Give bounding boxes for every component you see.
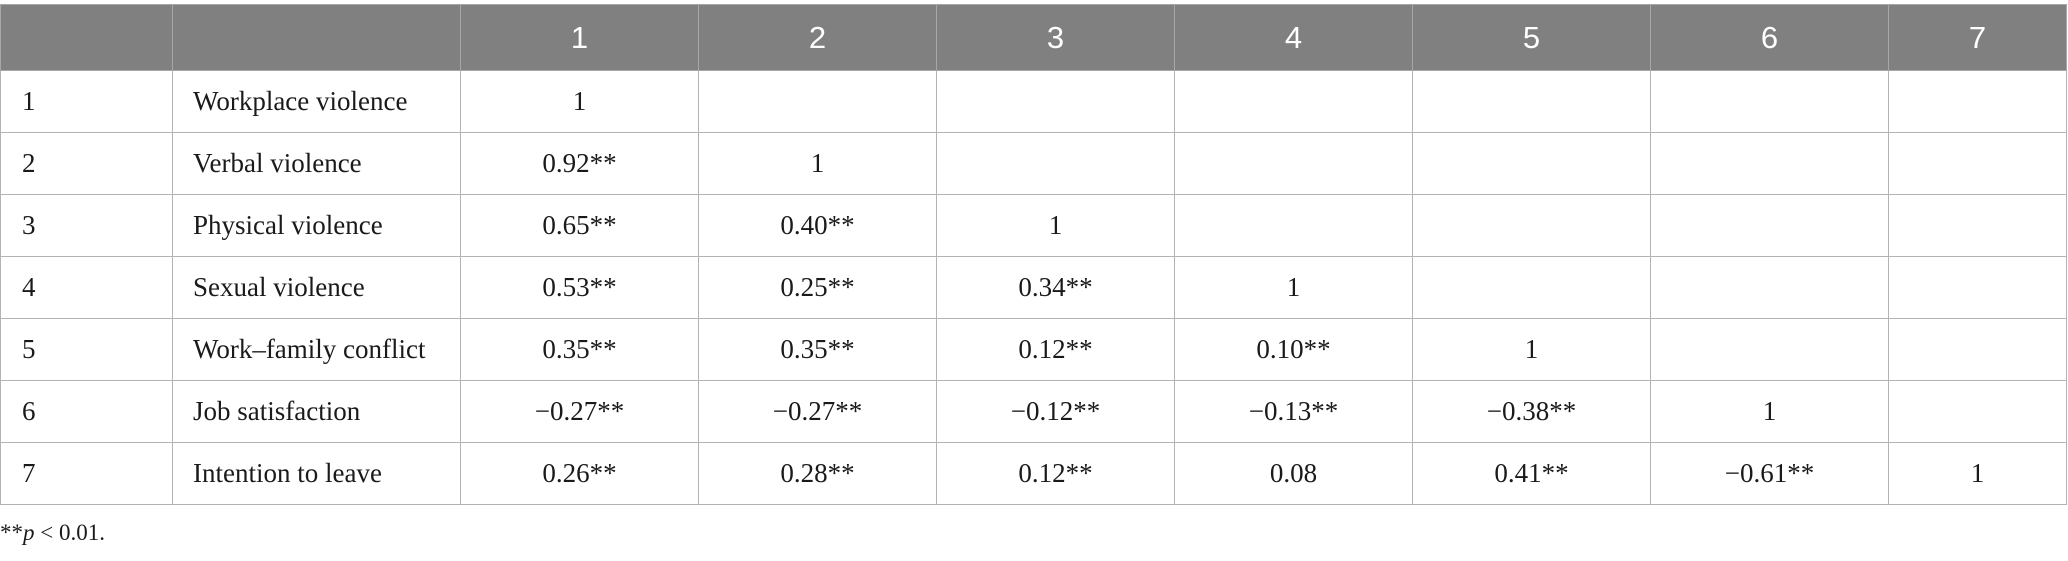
header-cell-5: 5 [1412, 4, 1651, 71]
table-row: 7 Intention to leave 0.26** 0.28** 0.12** 0.0… [0, 442, 2067, 505]
correlation-cell [936, 70, 1175, 133]
correlation-cell [1888, 256, 2067, 319]
correlation-cell: 0.35** [460, 318, 699, 381]
row-number: 3 [0, 194, 173, 257]
row-number: 6 [0, 380, 173, 443]
row-number: 5 [0, 318, 173, 381]
correlation-cell: 0.41** [1412, 442, 1651, 505]
correlation-cell: 0.34** [936, 256, 1175, 319]
row-variable-label: Job satisfaction [172, 380, 461, 443]
correlation-cell: 0.35** [698, 318, 937, 381]
correlation-cell [698, 70, 937, 133]
table-body: 1 Workplace violence 1 2 Verbal violence 0.92… [0, 70, 2067, 505]
table-header-row: 1 2 3 4 5 6 7 [0, 4, 2067, 71]
correlation-cell [1888, 70, 2067, 133]
correlation-cell: 1 [1412, 318, 1651, 381]
correlation-cell [1650, 70, 1889, 133]
correlation-cell: 0.65** [460, 194, 699, 257]
correlation-cell: −0.38** [1412, 380, 1651, 443]
correlation-cell [1888, 318, 2067, 381]
correlation-cell: 1 [1888, 442, 2067, 505]
table-row: 6 Job satisfaction −0.27** −0.27** −0.12** −0… [0, 380, 2067, 443]
correlation-cell: 0.12** [936, 318, 1175, 381]
correlation-cell [1174, 70, 1413, 133]
correlation-cell [1650, 194, 1889, 257]
correlation-cell: 0.53** [460, 256, 699, 319]
correlation-cell: 1 [1650, 380, 1889, 443]
footnote-condition: < 0.01. [34, 520, 105, 545]
correlation-cell [1412, 132, 1651, 195]
header-cell-blank-num [0, 4, 173, 71]
correlation-cell: 0.28** [698, 442, 937, 505]
row-variable-label: Intention to leave [172, 442, 461, 505]
correlation-cell: 0.92** [460, 132, 699, 195]
header-cell-blank-label [172, 4, 461, 71]
correlation-cell [1888, 132, 2067, 195]
correlation-cell [1650, 318, 1889, 381]
row-variable-label: Work–family conflict [172, 318, 461, 381]
header-cell-1: 1 [460, 4, 699, 71]
correlation-cell: 0.40** [698, 194, 937, 257]
correlation-cell: −0.13** [1174, 380, 1413, 443]
correlation-cell [1412, 256, 1651, 319]
row-variable-label: Verbal violence [172, 132, 461, 195]
correlation-cell: −0.12** [936, 380, 1175, 443]
correlation-table: 1 2 3 4 5 6 7 1 Workplace violence 1 2 Verba… [0, 4, 2067, 505]
row-number: 1 [0, 70, 173, 133]
table-row: 3 Physical violence 0.65** 0.40** 1 [0, 194, 2067, 257]
correlation-cell [1412, 70, 1651, 133]
correlation-cell: 1 [1174, 256, 1413, 319]
row-number: 4 [0, 256, 173, 319]
header-cell-3: 3 [936, 4, 1175, 71]
correlation-cell: 1 [936, 194, 1175, 257]
correlation-cell [1888, 380, 2067, 443]
correlation-cell: 0.12** [936, 442, 1175, 505]
correlation-cell: 0.08 [1174, 442, 1413, 505]
header-cell-2: 2 [698, 4, 937, 71]
table-row: 4 Sexual violence 0.53** 0.25** 0.34** 1 [0, 256, 2067, 319]
correlation-cell: −0.61** [1650, 442, 1889, 505]
header-cell-6: 6 [1650, 4, 1889, 71]
correlation-cell: 1 [698, 132, 937, 195]
header-cell-4: 4 [1174, 4, 1413, 71]
row-variable-label: Workplace violence [172, 70, 461, 133]
table-row: 2 Verbal violence 0.92** 1 [0, 132, 2067, 195]
row-number: 7 [0, 442, 173, 505]
correlation-cell [1412, 194, 1651, 257]
row-variable-label: Sexual violence [172, 256, 461, 319]
footnote-p-symbol: p [23, 520, 35, 545]
correlation-cell [1650, 256, 1889, 319]
correlation-cell: 0.25** [698, 256, 937, 319]
row-variable-label: Physical violence [172, 194, 461, 257]
correlation-cell: 0.10** [1174, 318, 1413, 381]
header-cell-7: 7 [1888, 4, 2067, 71]
correlation-cell: 0.26** [460, 442, 699, 505]
correlation-cell: 1 [460, 70, 699, 133]
table-row: 1 Workplace violence 1 [0, 70, 2067, 133]
correlation-cell: −0.27** [460, 380, 699, 443]
table-footnote: **p < 0.01. [0, 520, 105, 546]
correlation-cell: −0.27** [698, 380, 937, 443]
correlation-cell [1650, 132, 1889, 195]
correlation-cell [936, 132, 1175, 195]
footnote-stars: ** [0, 520, 23, 545]
table-row: 5 Work–family conflict 0.35** 0.35** 0.12** 0… [0, 318, 2067, 381]
correlation-cell [1174, 194, 1413, 257]
row-number: 2 [0, 132, 173, 195]
correlation-cell [1174, 132, 1413, 195]
correlation-cell [1888, 194, 2067, 257]
